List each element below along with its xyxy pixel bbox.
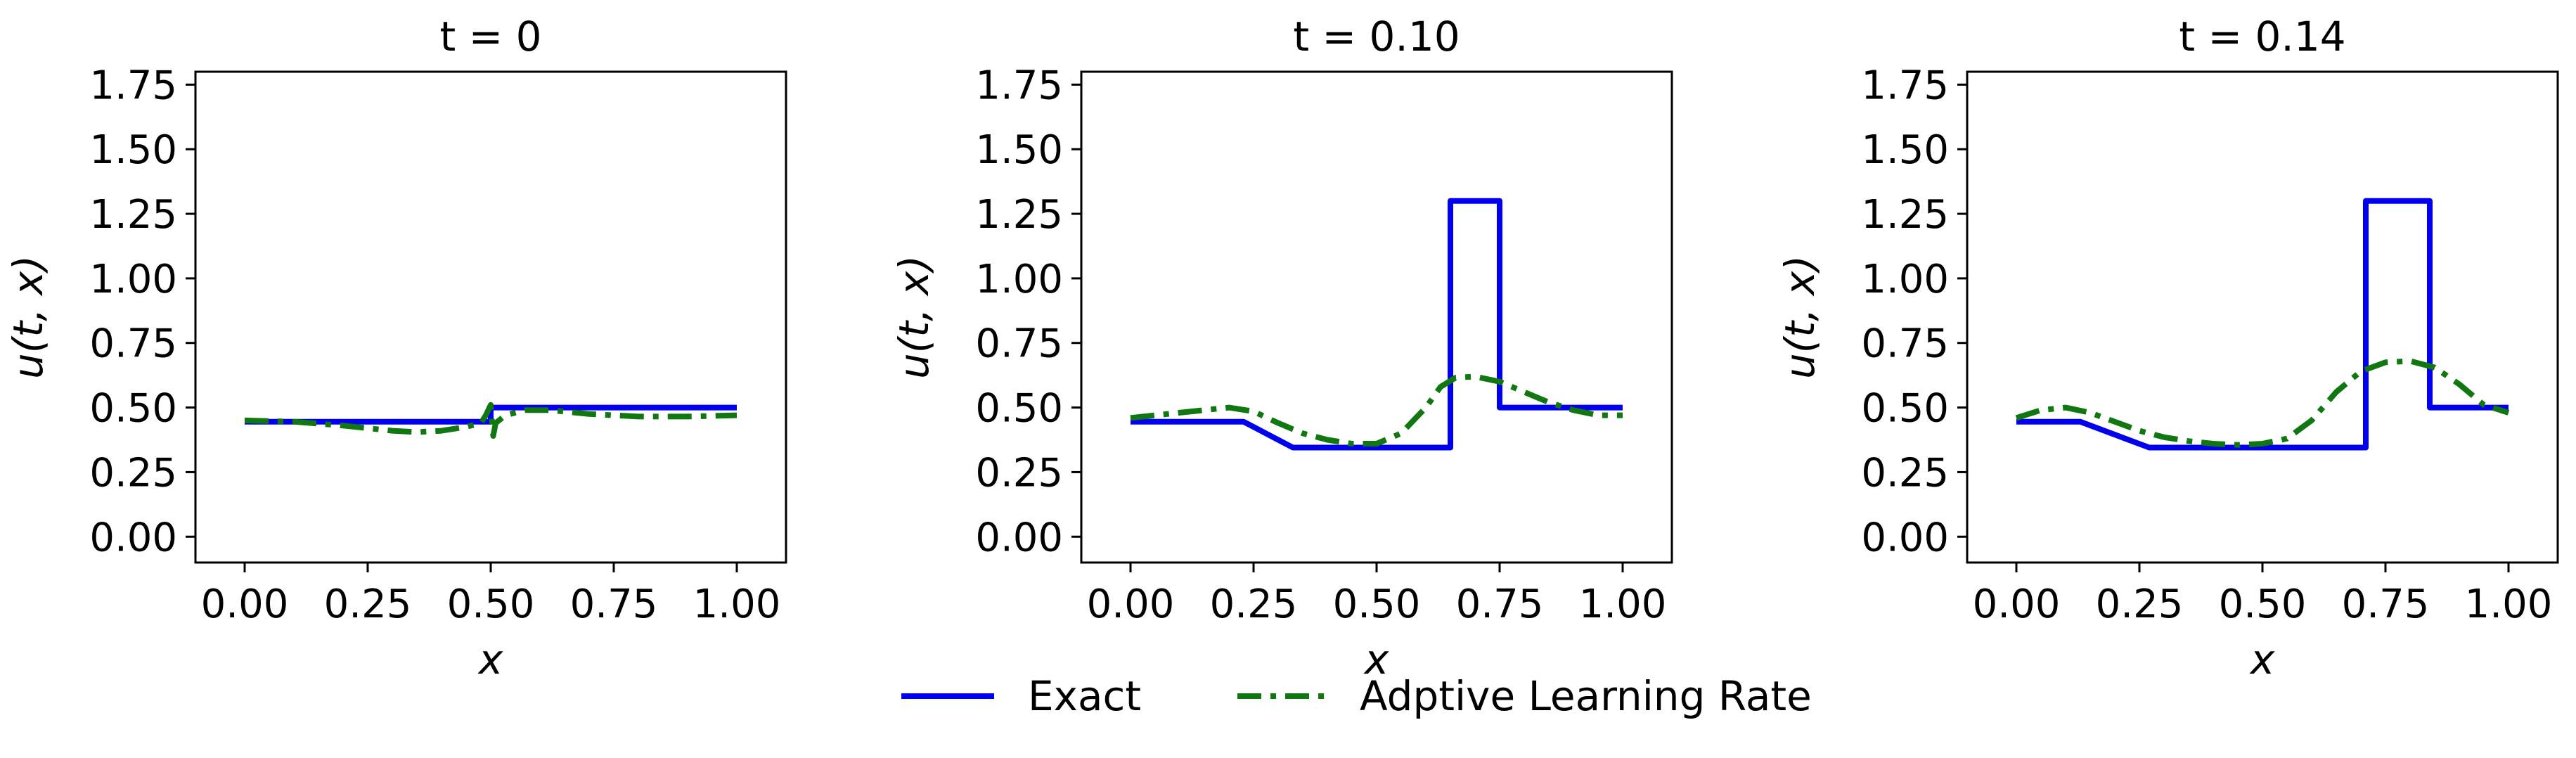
subplot-t0: t = 0 0.00 0.25 0.50 0.75 1.00 0.00 0.25 0.50 0.…	[4, 13, 787, 683]
x-tick-label: 0.00	[1087, 582, 1175, 627]
x-tick-label: 0.75	[570, 582, 658, 627]
x-tick-label: 0.50	[447, 582, 535, 627]
x-tick-label: 1.00	[2465, 582, 2553, 627]
x-tick-label: 0.50	[1333, 582, 1421, 627]
x-tick-label: 1.00	[1579, 582, 1667, 627]
y-tick-label: 1.00	[975, 257, 1063, 302]
x-tick-label: 0.75	[1456, 582, 1544, 627]
subplot-t014: t = 0.14 0.00 0.25 0.50 0.75 1.00 0.00 0.25 0.5…	[1776, 13, 2559, 683]
subplot-title: t = 0.14	[2179, 13, 2345, 60]
x-tick-label: 0.75	[2342, 582, 2430, 627]
y-tick-label: 0.25	[1861, 450, 1949, 496]
y-tick-label: 0.25	[89, 450, 177, 496]
y-axis-label: u(t, x)	[890, 255, 938, 379]
y-axis-label: u(t, x)	[1776, 255, 1824, 379]
series-group	[244, 402, 738, 439]
y-tick-label: 0.50	[1861, 386, 1949, 432]
y-tick-label: 0.75	[975, 321, 1063, 367]
x-axis-label: x	[1363, 636, 1389, 683]
legend: Exact Adptive Learning Rate	[901, 672, 1812, 720]
x-tick-label: 0.25	[2096, 582, 2184, 627]
series-line-adaptive-learning-rate	[1130, 373, 1623, 447]
y-tick-label: 0.00	[89, 515, 177, 560]
y-tick-label: 0.50	[89, 386, 177, 432]
x-tick-label: 0.50	[2219, 582, 2307, 627]
y-tick-label: 0.50	[975, 386, 1063, 432]
x-tick-label: 0.00	[201, 582, 289, 627]
y-tick-label: 0.00	[1861, 515, 1949, 560]
legend-label-adaptive-learning-rate: Adptive Learning Rate	[1360, 672, 1812, 720]
series-line-exact	[2016, 198, 2509, 451]
y-tick-label: 1.25	[1861, 192, 1949, 238]
x-tick-label: 0.25	[324, 582, 412, 627]
x-axis-label: x	[2249, 636, 2275, 683]
subplot-title: t = 0	[439, 13, 541, 60]
subplot-t010: t = 0.10 0.00 0.25 0.50 0.75 1.00 0.00 0.25 0.5…	[890, 13, 1673, 683]
x-axis-label: x	[477, 636, 503, 683]
y-tick-label: 1.25	[975, 192, 1063, 238]
series-line-adaptive-learning-rate	[244, 402, 738, 439]
y-tick-label: 1.75	[1861, 63, 1949, 108]
y-axis-label: u(t, x)	[4, 255, 52, 379]
y-tick-label: 1.50	[89, 127, 177, 173]
legend-label-exact: Exact	[1028, 672, 1141, 720]
series-line-exact	[1131, 198, 1623, 451]
series-line-adaptive-learning-rate	[2015, 358, 2510, 448]
y-tick-label: 1.25	[89, 192, 177, 238]
series-line-exact	[245, 404, 737, 425]
y-tick-label: 0.25	[975, 450, 1063, 496]
y-tick-label: 0.75	[89, 321, 177, 367]
x-tick-label: 0.00	[1973, 582, 2061, 627]
y-tick-label: 1.50	[975, 127, 1063, 173]
y-tick-label: 1.75	[975, 63, 1063, 108]
subplot-title: t = 0.10	[1293, 13, 1460, 60]
y-tick-label: 1.00	[89, 257, 177, 302]
y-tick-label: 0.75	[1861, 321, 1949, 367]
x-tick-label: 1.00	[693, 582, 781, 627]
y-tick-label: 1.75	[89, 63, 177, 108]
series-group	[2015, 198, 2510, 451]
series-group	[1130, 198, 1623, 451]
y-tick-label: 0.00	[975, 515, 1063, 560]
y-tick-label: 1.50	[1861, 127, 1949, 173]
y-tick-label: 1.00	[1861, 257, 1949, 302]
x-tick-label: 0.25	[1210, 582, 1298, 627]
